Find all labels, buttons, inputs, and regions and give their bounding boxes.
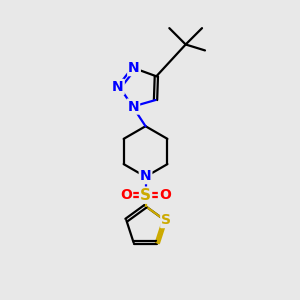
Text: N: N <box>112 80 124 94</box>
Text: O: O <box>120 188 132 202</box>
Text: S: S <box>161 213 171 227</box>
Text: N: N <box>128 61 140 75</box>
Text: S: S <box>140 188 151 203</box>
Text: N: N <box>128 100 139 114</box>
Text: O: O <box>159 188 171 202</box>
Text: N: N <box>140 169 152 183</box>
